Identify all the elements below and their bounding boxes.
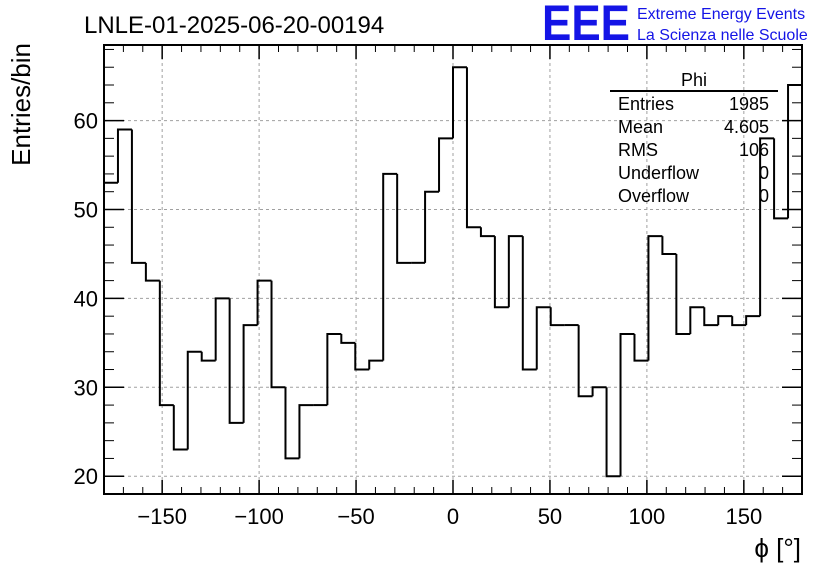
stats-value-mean: 4.605 (724, 117, 769, 137)
histogram-bin-20 (382, 172, 398, 361)
stats-label-mean: Mean (618, 117, 663, 137)
histogram-bin-17 (340, 333, 356, 344)
histogram-bin-21 (396, 173, 412, 264)
histogram-bin-16 (326, 332, 342, 406)
histogram-bin-25 (452, 66, 467, 139)
histogram-bin-2 (130, 129, 146, 264)
y-tick-label-3: 50 (74, 197, 98, 222)
histogram-bin-43 (703, 307, 719, 327)
stats-value-underflow: 0 (759, 163, 769, 183)
x-axis-title: ϕ [°] (754, 533, 801, 563)
histogram-bin-39 (647, 235, 663, 361)
histogram-bin-28 (493, 236, 509, 309)
stats-box: Phi Entries 1985 Mean 4.605 RMS 106 Unde… (610, 70, 778, 206)
y-tick-label-0: 20 (74, 464, 98, 489)
stats-label-underflow: Underflow (618, 163, 700, 183)
histogram-bin-4 (158, 280, 174, 407)
axis-ticks: −150 −100 −50 0 50 100 150 20 30 40 50 60 (74, 45, 803, 529)
histogram-bin-29 (507, 235, 523, 308)
x-tick-label-6: 150 (725, 504, 762, 529)
histogram-bin-1 (116, 128, 132, 183)
histogram-bin-36 (605, 387, 621, 478)
x-tick-label-0: −150 (137, 504, 187, 529)
eee-logo-mark: EEE (542, 0, 630, 51)
y-axis-title: Entries/bin (6, 43, 36, 166)
logo-line-1: Extreme Energy Events (637, 6, 805, 23)
histogram-bin-8 (214, 297, 230, 361)
histogram-bin-40 (661, 236, 677, 255)
stats-title: Phi (681, 70, 707, 90)
x-tick-label-3: 0 (447, 504, 459, 529)
histogram-bin-9 (228, 298, 244, 424)
histogram-bin-12 (270, 280, 286, 389)
histogram-bin-0 (103, 181, 118, 494)
stats-label-overflow: Overflow (618, 186, 690, 206)
histogram-bin-27 (479, 227, 495, 238)
x-tick-label-4: 50 (538, 504, 562, 529)
stats-label-rms: RMS (618, 140, 658, 160)
histogram-bin-45 (731, 316, 747, 327)
histogram-bin-10 (242, 324, 258, 423)
histogram-bin-44 (717, 315, 733, 326)
histogram-bin-7 (200, 351, 216, 362)
histogram-bin-3 (144, 262, 160, 282)
histogram-bin-32 (549, 307, 565, 327)
histogram-bin-34 (577, 325, 593, 398)
histogram-bin-13 (284, 387, 300, 460)
histogram-bin-18 (354, 342, 370, 371)
histogram-bin-5 (172, 405, 188, 451)
histogram-bin-19 (368, 359, 384, 370)
stats-value-rms: 106 (739, 140, 769, 160)
histogram-bin-49 (787, 84, 803, 494)
histogram-bin-26 (465, 67, 481, 229)
x-tick-label-1: −100 (234, 504, 284, 529)
y-tick-label-4: 60 (74, 109, 98, 134)
y-tick-label-1: 30 (74, 375, 98, 400)
histogram-bin-35 (591, 386, 607, 397)
y-tick-label-2: 40 (74, 286, 98, 311)
histogram-bin-41 (675, 253, 691, 335)
histogram-bin-46 (745, 315, 761, 326)
histogram-bin-30 (521, 236, 537, 371)
stats-value-overflow: 0 (759, 186, 769, 206)
stats-value-entries: 1985 (729, 94, 769, 114)
histogram-bin-14 (298, 404, 314, 459)
histogram-bin-38 (633, 333, 649, 362)
chart-title: LNLE-01-2025-06-20-00194 (84, 12, 384, 39)
x-tick-label-2: −50 (337, 504, 374, 529)
histogram-bin-23 (424, 190, 440, 263)
x-tick-label-5: 100 (629, 504, 666, 529)
stats-label-entries: Entries (618, 94, 674, 114)
histogram-bin-31 (535, 306, 551, 370)
histogram-bin-6 (186, 350, 202, 450)
logo-line-2: La Scienza nelle Scuole (637, 27, 808, 44)
histogram-bin-11 (256, 279, 272, 326)
histogram-bin-24 (438, 137, 453, 192)
histogram-bin-37 (619, 332, 635, 477)
histogram-bin-42 (689, 306, 705, 334)
histogram-bin-48 (773, 138, 789, 220)
histogram-bin-47 (759, 137, 775, 317)
